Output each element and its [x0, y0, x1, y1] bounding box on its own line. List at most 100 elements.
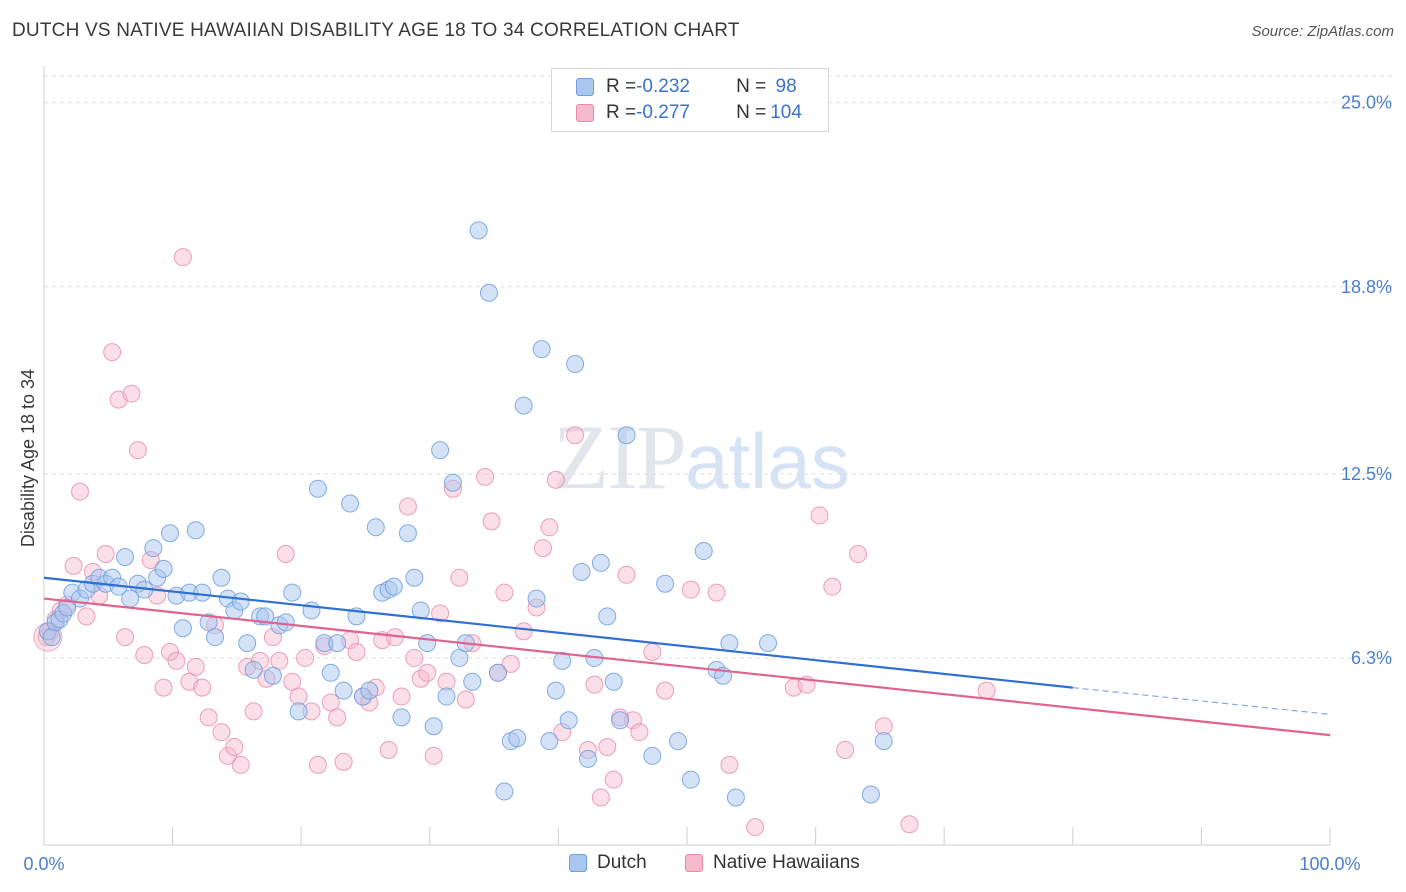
- dutch-point: [874, 732, 893, 751]
- native-hawaiian-point: [135, 645, 154, 664]
- legend-n-label: N =: [736, 76, 767, 97]
- dutch-point: [479, 283, 498, 302]
- dutch-point: [405, 568, 424, 587]
- dutch-point: [231, 592, 250, 611]
- native-hawaiian-point: [128, 441, 147, 460]
- native-hawaiian-point: [347, 643, 366, 662]
- native-hawaiian-point: [276, 545, 295, 564]
- y-tick-label: 12.5%: [1341, 464, 1392, 484]
- legend-item-native-hawaiians[interactable]: Native Hawaiians: [685, 852, 860, 874]
- chart-title: DUTCH VS NATIVE HAWAIIAN DISABILITY AGE …: [12, 20, 740, 41]
- dutch-point: [553, 651, 572, 670]
- legend-item-label: Native Hawaiians: [713, 852, 860, 873]
- native-hawaiian-point: [604, 770, 623, 789]
- native-hawaiian-point: [656, 681, 675, 700]
- hawaiian-swatch: [576, 104, 594, 122]
- dutch-point: [302, 601, 321, 620]
- native-hawaiian-point: [598, 738, 617, 757]
- native-hawaiian-point: [681, 580, 700, 599]
- native-hawaiian-point: [231, 755, 250, 774]
- dutch-point: [668, 732, 687, 751]
- dutch-point: [431, 441, 450, 460]
- dutch-point: [289, 702, 308, 721]
- native-hawaiian-point: [456, 690, 475, 709]
- tick-labels: 6.3% 12.5% 18.8% 25.0% 0.0% 100.0%: [23, 93, 1392, 874]
- native-hawaiian-point: [836, 740, 855, 759]
- native-hawaiian-point: [849, 545, 868, 564]
- native-hawaiian-point: [482, 512, 501, 531]
- native-hawaiian-point: [283, 672, 302, 691]
- native-hawaiian-point: [533, 539, 552, 558]
- native-hawaiian-point: [270, 651, 289, 670]
- dutch-point: [238, 634, 257, 653]
- chart-source: Source: ZipAtlas.com: [1251, 23, 1394, 40]
- dutch-trend-line: [43, 576, 1073, 689]
- y-tick-label: 25.0%: [1341, 93, 1392, 113]
- native-hawaiian-trend-line: [43, 597, 1331, 737]
- dutch-point: [308, 479, 327, 498]
- native-hawaiian-point: [167, 651, 186, 670]
- dutch-point: [611, 711, 630, 730]
- dutch-point: [681, 770, 700, 789]
- native-hawaiian-point: [476, 467, 495, 486]
- dutch-point: [514, 396, 533, 415]
- native-hawaiian-point: [707, 583, 726, 602]
- native-hawaiian-point: [173, 248, 192, 267]
- native-hawaiian-point: [96, 545, 115, 564]
- watermark-zip: ZIP: [553, 406, 687, 508]
- native-hawaiian-point: [540, 518, 559, 537]
- dutch-point: [116, 547, 135, 566]
- native-hawaiian-point: [392, 687, 411, 706]
- dutch-point: [617, 426, 636, 445]
- dutch-point: [276, 613, 295, 632]
- dutch-point: [392, 708, 411, 727]
- hawaiian-swatch: [685, 854, 703, 872]
- dutch-points: [38, 221, 893, 807]
- native-hawaiian-point: [418, 663, 437, 682]
- watermark-atlas: atlas: [685, 417, 850, 505]
- native-hawaiian-point: [630, 723, 649, 742]
- dutch-point: [694, 542, 713, 561]
- native-hawaiian-point: [398, 497, 417, 516]
- native-hawaiian-point: [308, 755, 327, 774]
- native-hawaiian-point: [116, 628, 135, 647]
- native-hawaiian-point: [566, 426, 585, 445]
- dutch-point: [656, 574, 675, 593]
- legend-n-value: 98: [770, 76, 797, 97]
- dutch-point: [591, 553, 610, 572]
- legend-row-hawaiian: R = -0.277 N = 104: [576, 101, 802, 125]
- legend-r-label: R =: [606, 76, 637, 97]
- dutch-swatch: [569, 854, 587, 872]
- dutch-point: [42, 628, 61, 647]
- legend-n-label: N =: [736, 102, 767, 123]
- native-hawaiian-point: [77, 607, 96, 626]
- native-hawaiian-point: [71, 482, 90, 501]
- legend: R = -0.232 N = 98 R = -0.277 N = 104: [551, 68, 829, 132]
- native-hawaiian-point: [334, 752, 353, 771]
- dutch-point: [508, 729, 527, 748]
- legend-item-label: Dutch: [597, 852, 647, 873]
- native-hawaiian-point: [186, 657, 205, 676]
- dutch-point: [341, 494, 360, 513]
- native-hawaiian-point: [193, 678, 212, 697]
- native-hawaiian-point: [103, 343, 122, 362]
- dutch-point: [244, 660, 263, 679]
- native-hawaiian-point: [405, 648, 424, 667]
- dutch-point: [283, 583, 302, 602]
- dutch-point: [643, 746, 662, 765]
- native-hawaiian-point: [321, 693, 340, 712]
- dutch-point: [469, 221, 488, 240]
- legend-item-dutch[interactable]: Dutch: [569, 852, 647, 874]
- dutch-point: [604, 672, 623, 691]
- trend-lines: [43, 576, 1331, 737]
- dutch-point: [488, 663, 507, 682]
- dutch-point: [861, 785, 880, 804]
- x-tick-label: 0.0%: [23, 854, 64, 874]
- dutch-point: [572, 562, 591, 581]
- legend-r-value: -0.232: [636, 76, 690, 97]
- native-hawaiian-point: [546, 470, 565, 489]
- dutch-point: [450, 648, 469, 667]
- legend-r-value: -0.277: [636, 102, 690, 123]
- dutch-point: [578, 749, 597, 768]
- dutch-trend-extension: [1072, 687, 1331, 715]
